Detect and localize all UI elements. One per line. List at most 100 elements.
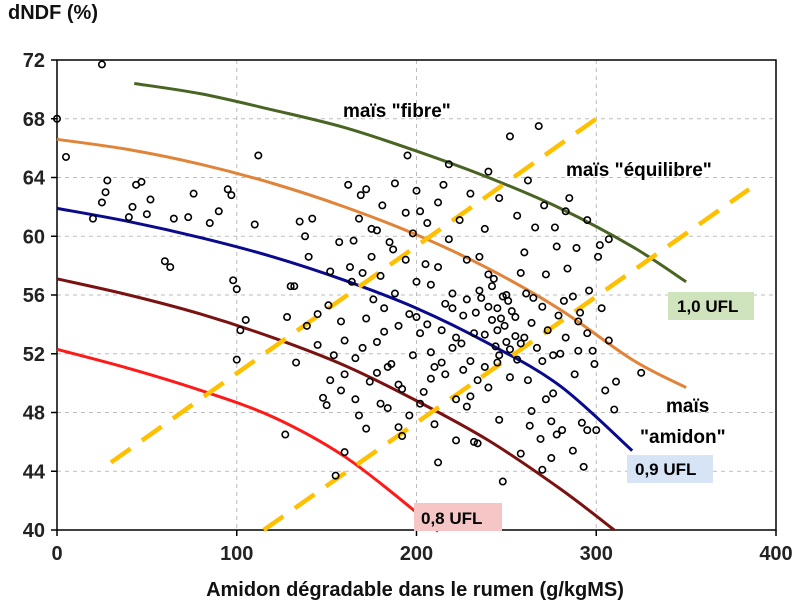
scatter-point [495, 194, 504, 203]
scatter-point [484, 383, 493, 392]
scatter-point [543, 326, 552, 335]
scatter-point [124, 213, 133, 222]
x-tick-label: 400 [759, 543, 792, 565]
scatter-point [455, 216, 464, 225]
scatter-point [444, 235, 453, 244]
scatter-point [383, 404, 392, 413]
scatter-point [403, 151, 412, 160]
scatter-point [97, 198, 106, 207]
scatter-point [430, 362, 439, 371]
scatter-point [538, 302, 547, 311]
scatter-point [412, 186, 421, 195]
scatter-point [437, 358, 446, 367]
scatter-point [383, 362, 392, 371]
scatter-point [423, 219, 432, 228]
scatter-point [378, 201, 387, 210]
scatter-point [326, 267, 335, 276]
badge-0-8-ufl: 0,8 UFL [421, 509, 482, 528]
scatter-point [229, 276, 238, 285]
scatter-point [493, 358, 502, 367]
scatter-point [466, 189, 475, 198]
scatter-point [583, 329, 592, 338]
curves [56, 82, 687, 533]
scatter-point [549, 351, 558, 360]
x-axis-title: Amidon dégradable dans le rumen (g/kgMS) [206, 579, 624, 601]
scatter-point [254, 151, 263, 160]
scatter-point [466, 357, 475, 366]
scatter-point [356, 191, 365, 200]
scatter-point [354, 214, 363, 223]
scatter-point [351, 395, 360, 404]
series-line-1 [56, 206, 634, 452]
scatter-point [376, 271, 385, 280]
label-amidon: "amidon" [640, 427, 726, 448]
scatter-point [241, 315, 250, 324]
scatter-point [394, 380, 403, 389]
scatter-point [538, 357, 547, 366]
scatter-point [565, 194, 574, 203]
scatter-point [568, 446, 577, 455]
scatter-point [166, 263, 175, 272]
scatter-point [426, 280, 435, 289]
badge-0-9-ufl: 0,9 UFL [635, 460, 696, 479]
scatter-point [576, 308, 585, 317]
scatter-point [522, 289, 531, 298]
scatter-point [401, 255, 410, 264]
scatter-point [426, 348, 435, 357]
scatter-point [308, 214, 317, 223]
scatter-point [585, 286, 594, 295]
scatter-point [205, 219, 214, 228]
scatter-points [52, 60, 646, 486]
scatter-point [513, 355, 522, 364]
separator-line-1 [262, 187, 751, 532]
scatter-point [448, 304, 457, 313]
scatter-point [480, 362, 489, 371]
scatter-point [574, 317, 583, 326]
scatter-point [452, 333, 461, 342]
scatter-point [351, 354, 360, 363]
scatter-point [358, 343, 367, 352]
x-tick-labels: 0 100 200 300 400 [51, 530, 793, 565]
scatter-point [390, 179, 399, 188]
scatter-point [523, 176, 532, 185]
y-tick-label: 52 [23, 344, 45, 366]
scatter-point [389, 245, 398, 254]
scatter-point [507, 307, 516, 316]
scatter-point [354, 411, 363, 420]
scatter-point [534, 122, 543, 131]
scatter-point [250, 220, 259, 229]
scatter-point [103, 176, 112, 185]
scatter-point [128, 202, 137, 211]
scatter-point [527, 407, 536, 416]
scatter-point [604, 235, 613, 244]
scatter-point [516, 268, 525, 277]
scatter-point [326, 376, 335, 385]
scatter-point [505, 345, 514, 354]
y-tick-label: 60 [23, 226, 45, 248]
scatter-point [340, 336, 349, 345]
scatter-point [532, 343, 541, 352]
scatter-point [491, 342, 500, 351]
scatter-point [324, 301, 333, 310]
badge-1-0-ufl-bg [668, 292, 754, 320]
scatter-point [559, 296, 568, 305]
scatter-point [495, 415, 504, 424]
scatter-point [376, 399, 385, 408]
scatter-point [419, 387, 428, 396]
x-tick-label: 100 [220, 543, 253, 565]
scatter-point [504, 296, 513, 305]
scatter-point [554, 311, 563, 320]
scatter-point [223, 185, 232, 194]
scatter-point [394, 321, 403, 330]
y-tick-label: 56 [23, 285, 45, 307]
scatter-point [547, 454, 556, 463]
scatter-point [484, 270, 493, 279]
scatter-point [398, 431, 407, 440]
label-mais: maïs [666, 396, 709, 417]
scatter-point [502, 337, 511, 346]
scatter-point [412, 277, 421, 286]
scatter-point [97, 60, 106, 69]
scatter-point [365, 377, 374, 386]
scatter-point [405, 310, 414, 319]
